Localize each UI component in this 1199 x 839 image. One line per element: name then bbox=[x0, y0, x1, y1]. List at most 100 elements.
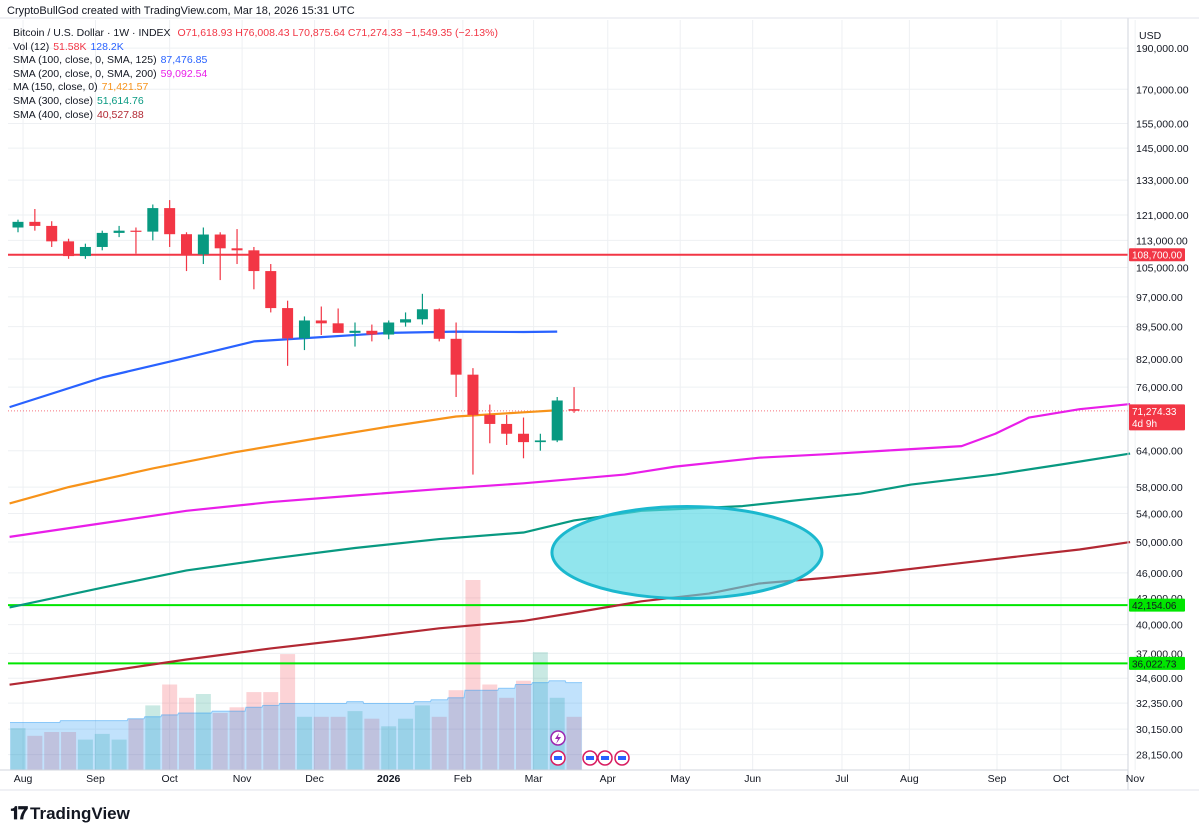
chart-legend: Bitcoin / U.S. Dollar · 1W · INDEX O71,6… bbox=[13, 27, 498, 122]
y-tick-label: 155,000.00 bbox=[1136, 118, 1189, 130]
volume-bar bbox=[10, 728, 26, 770]
candle-body[interactable] bbox=[568, 409, 580, 411]
legend-item[interactable]: SMA (400, close) 40,527.88 bbox=[13, 109, 498, 123]
legend-symbol-row[interactable]: Bitcoin / U.S. Dollar · 1W · INDEX O71,6… bbox=[13, 27, 498, 41]
highlight-ellipse[interactable] bbox=[550, 505, 824, 601]
candle-body[interactable] bbox=[130, 230, 142, 232]
volume-bar bbox=[499, 697, 515, 770]
candle-body[interactable] bbox=[518, 433, 529, 443]
y-tick-label: 64,000.00 bbox=[1136, 446, 1183, 458]
x-tick-label: Apr bbox=[600, 773, 617, 785]
candle-body[interactable] bbox=[433, 309, 445, 339]
volume-bar bbox=[381, 726, 397, 770]
candle-body[interactable] bbox=[79, 246, 91, 257]
x-tick-label: Mar bbox=[525, 773, 544, 785]
y-tick-label: 82,000.00 bbox=[1136, 354, 1183, 366]
candle-body[interactable] bbox=[248, 250, 260, 272]
x-tick-label: Aug bbox=[900, 773, 919, 785]
volume-bar bbox=[263, 692, 279, 770]
level-price-tag[interactable]: 36,022.73 bbox=[1129, 656, 1185, 671]
candle-body[interactable] bbox=[181, 234, 192, 255]
x-tick-label: Dec bbox=[305, 773, 324, 785]
y-tick-label: 32,350.00 bbox=[1136, 698, 1183, 710]
price-tag-label: 36,022.73 bbox=[1132, 659, 1177, 670]
y-tick-label: 170,000.00 bbox=[1136, 84, 1189, 96]
volume-bar bbox=[364, 718, 380, 770]
candle-body[interactable] bbox=[551, 400, 563, 441]
volume-bar bbox=[398, 718, 414, 770]
event-flag-icon-detail bbox=[601, 756, 609, 760]
candle-body[interactable] bbox=[467, 374, 479, 415]
candle-body[interactable] bbox=[332, 323, 344, 333]
candle-body[interactable] bbox=[63, 241, 75, 257]
candle-body[interactable] bbox=[501, 423, 513, 434]
candle-body[interactable] bbox=[349, 330, 361, 333]
volume-bar bbox=[229, 707, 245, 770]
y-tick-label: 105,000.00 bbox=[1136, 263, 1189, 275]
candle-body[interactable] bbox=[366, 330, 378, 335]
candle-body[interactable] bbox=[197, 234, 209, 255]
candle-body[interactable] bbox=[282, 308, 294, 339]
currency-label: USD bbox=[1139, 30, 1162, 42]
volume-bar bbox=[162, 684, 178, 770]
tradingview-logo[interactable]: 𝟏𝟕 TradingView bbox=[10, 803, 130, 824]
legend-item[interactable]: MA (150, close, 0) 71,421.57 bbox=[13, 81, 498, 95]
legend-symbol: Bitcoin / U.S. Dollar · 1W · INDEX bbox=[13, 27, 171, 39]
level-price-tag[interactable]: 108,700.00 bbox=[1129, 248, 1185, 262]
candle-body[interactable] bbox=[400, 319, 412, 323]
candle-body[interactable] bbox=[416, 309, 428, 320]
chart-grid bbox=[8, 20, 1136, 770]
legend-item-label: Vol (12) bbox=[13, 40, 50, 53]
volume-bar bbox=[296, 716, 312, 770]
y-tick-label: 30,150.00 bbox=[1136, 724, 1183, 736]
tradingview-logo-icon: 𝟏𝟕 bbox=[10, 803, 28, 823]
candle-body[interactable] bbox=[383, 322, 395, 335]
volume-bar bbox=[195, 694, 211, 770]
y-tick-label: 54,000.00 bbox=[1136, 509, 1183, 521]
legend-item[interactable]: SMA (100, close, 0, SMA, 125) 87,476.85 bbox=[13, 54, 498, 68]
ma-line bbox=[9, 330, 558, 409]
y-tick-label: 133,000.00 bbox=[1136, 175, 1189, 187]
candle-body[interactable] bbox=[298, 320, 310, 339]
candle-body[interactable] bbox=[315, 320, 327, 324]
chart-credit: CryptoBullGod created with TradingView.c… bbox=[7, 5, 355, 17]
volume-bar bbox=[414, 705, 430, 770]
legend-item[interactable]: SMA (300, close) 51,614.76 bbox=[13, 95, 498, 109]
candle-body[interactable] bbox=[164, 208, 176, 235]
price-tag-label: 108,700.00 bbox=[1132, 251, 1182, 262]
moving-average-lines bbox=[9, 330, 1131, 686]
candle-body[interactable] bbox=[450, 338, 462, 375]
candle-body[interactable] bbox=[265, 271, 277, 309]
volume-bar bbox=[246, 692, 262, 770]
event-markers[interactable] bbox=[550, 730, 630, 766]
volume-ma-line bbox=[10, 680, 583, 723]
legend-item[interactable]: Vol (12) 51.58K 128.2K bbox=[13, 41, 498, 55]
volume-bar bbox=[145, 705, 161, 770]
legend-item-value: 71,421.57 bbox=[101, 81, 149, 94]
legend-item[interactable]: SMA (200, close, 0, SMA, 200) 59,092.54 bbox=[13, 68, 498, 82]
horizontal-lines[interactable] bbox=[8, 253, 1128, 665]
candle-body[interactable] bbox=[113, 230, 125, 233]
price-tag-countdown: 4d 9h bbox=[1132, 419, 1157, 430]
event-flag-icon-detail bbox=[554, 756, 562, 760]
candle-body[interactable] bbox=[484, 414, 496, 424]
candle-body[interactable] bbox=[147, 208, 159, 232]
candle-body[interactable] bbox=[12, 221, 24, 228]
price-tag-label: 42,154.06 bbox=[1132, 601, 1177, 612]
volume-bar bbox=[44, 732, 60, 770]
annotation-ellipse[interactable] bbox=[550, 505, 824, 601]
level-price-tag[interactable]: 42,154.06 bbox=[1129, 598, 1185, 613]
candlesticks[interactable] bbox=[12, 200, 580, 475]
price-tag-bg bbox=[1129, 404, 1185, 431]
candle-body[interactable] bbox=[534, 440, 546, 443]
candle-body[interactable] bbox=[231, 248, 243, 251]
candle-body[interactable] bbox=[214, 234, 226, 249]
volume-bar bbox=[128, 718, 144, 770]
candle-body[interactable] bbox=[46, 225, 58, 242]
legend-item-label: MA (150, close, 0) bbox=[13, 81, 98, 94]
candle-body[interactable] bbox=[29, 221, 41, 226]
candle-body[interactable] bbox=[96, 232, 108, 247]
